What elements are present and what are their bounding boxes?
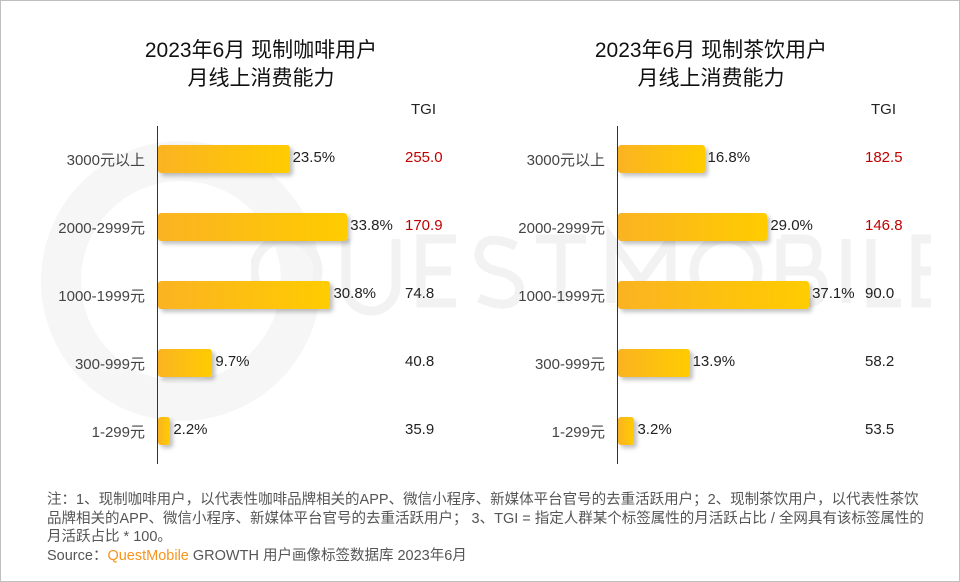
data-label: 16.8% [707,149,751,166]
data-label: 23.5% [292,149,336,166]
category-label: 3000元以上 [526,152,605,169]
tgi-value: 255.0 [405,149,443,166]
bar [158,349,213,377]
title-line: 2023年6月 现制咖啡用户 [144,39,378,62]
bar [158,281,331,309]
bar [158,145,290,173]
y-axis [617,126,618,464]
category-label: 300-999元 [74,356,145,373]
source-brand: QuestMobile [107,547,189,564]
tgi-header: TGI [411,101,436,118]
category-label: 1-299元 [91,424,145,441]
tgi-value: 53.5 [865,421,895,438]
bar [618,145,705,173]
category-label: 2000-2999元 [58,220,145,237]
data-label: 2.2% [173,421,208,438]
y-axis [157,126,158,464]
bar [618,417,635,445]
tgi-value: 74.8 [405,285,435,302]
chart-title: 2023年6月 现制咖啡用户 月线上消费能力 [81,37,441,93]
category-label: 1-299元 [551,424,605,441]
tgi-value: 58.2 [865,353,895,370]
category-label: 1000-1999元 [58,288,145,305]
bar [158,417,171,445]
bar [158,213,348,241]
tgi-header: TGI [871,101,896,118]
tgi-value: 182.5 [865,149,903,166]
category-label: 3000元以上 [66,152,145,169]
title-line: 2023年6月 现制茶饮用户 [594,39,828,62]
bar [618,349,690,377]
source-text: GROWTH 用户画像标签数据库 2023年6月 [188,547,467,564]
data-label: 3.2% [637,421,672,438]
data-label: 9.7% [215,353,250,370]
source-label: Source： [47,547,108,564]
bar [618,281,810,309]
data-label: 13.9% [692,353,736,370]
bar [618,213,768,241]
data-label: 33.8% [350,217,393,234]
tgi-value: 40.8 [405,353,435,370]
title-line: 月线上消费能力 [187,67,335,90]
footnote-text: 注：1、现制咖啡用户，以代表性咖啡品牌相关的APP、微信小程序、新媒体平台官号的… [47,492,924,545]
tgi-value: 170.9 [405,217,443,234]
data-label: 29.0% [770,217,813,234]
data-label: 37.1% [812,285,855,302]
tgi-value: 35.9 [405,421,435,438]
tgi-value: 146.8 [865,217,903,234]
category-label: 300-999元 [534,356,605,373]
category-label: 1000-1999元 [518,288,605,305]
tgi-value: 90.0 [865,285,895,302]
chart-title: 2023年6月 现制茶饮用户 月线上消费能力 [531,37,891,93]
data-label: 30.8% [333,285,377,302]
footnote: 注：1、现制咖啡用户，以代表性咖啡品牌相关的APP、微信小程序、新媒体平台官号的… [47,491,927,565]
source-line: Source：QuestMobile GROWTH 用户画像标签数据库 2023… [47,547,927,566]
title-line: 月线上消费能力 [637,67,785,90]
category-label: 2000-2999元 [518,220,605,237]
